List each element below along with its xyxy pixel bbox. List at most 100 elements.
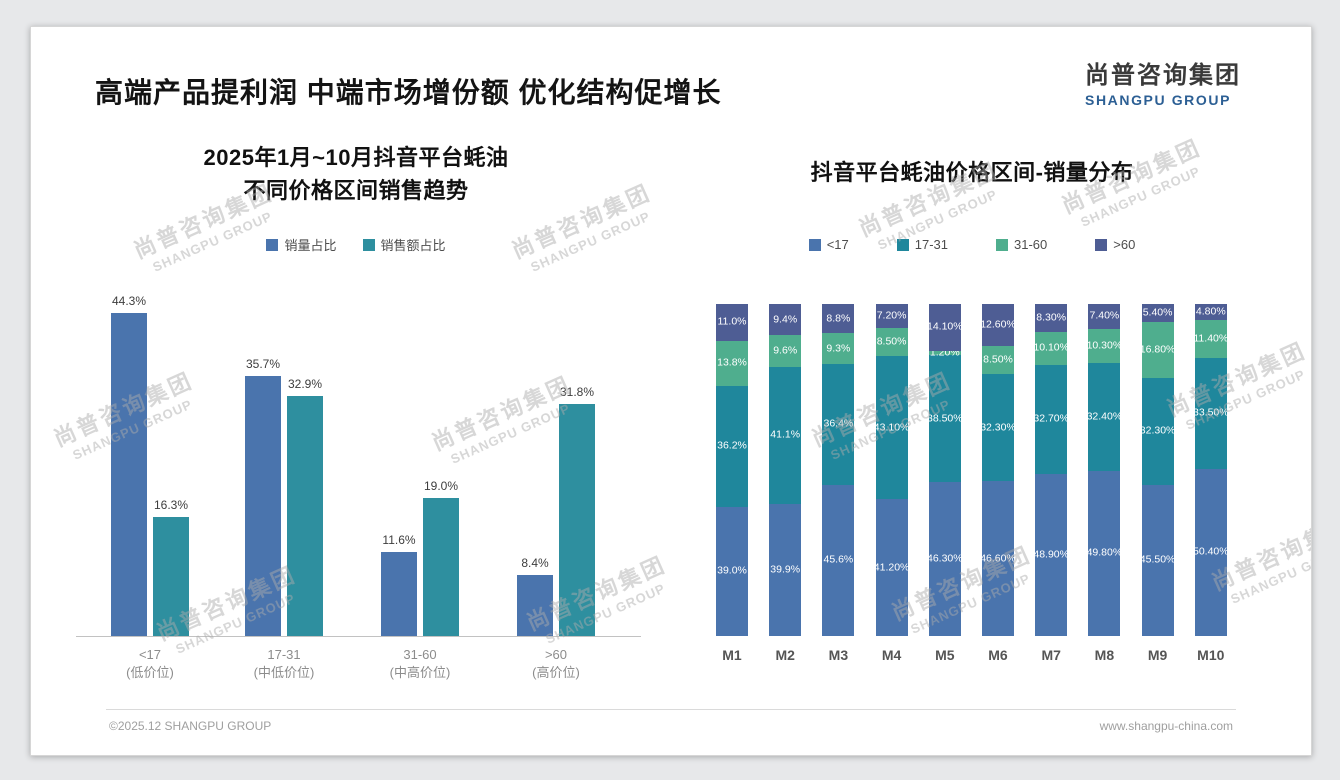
stack-segment-label: 16.80%	[1139, 343, 1176, 356]
stack-segment	[1194, 319, 1227, 358]
stack-segment-label: 9.3%	[826, 342, 851, 355]
x-axis-label-range: >60	[544, 647, 568, 662]
bar-volume-share	[381, 552, 417, 636]
x-axis-month-label: M3	[828, 647, 849, 663]
stack-segment-label: 1.20%	[929, 346, 960, 359]
stack-segment	[1141, 304, 1174, 322]
x-axis-month-label: M9	[1147, 647, 1168, 663]
stack-segment-label: 33.50%	[1192, 406, 1229, 419]
stack-segment	[769, 304, 802, 336]
legend-label: >60	[1113, 237, 1136, 252]
x-axis-month-label: M2	[775, 647, 795, 663]
x-axis-label: >60 (高价位)	[532, 646, 580, 682]
stack-segment-label: 36.4%	[823, 417, 854, 430]
stack-segment	[1035, 365, 1068, 474]
stack-segment-label: 39.9%	[770, 563, 801, 576]
stack-segment-label: 14.10%	[926, 320, 963, 333]
stack-segment	[1088, 362, 1121, 471]
stack-segment-label: 7.40%	[1089, 309, 1120, 322]
stack-segment	[716, 386, 748, 507]
x-axis-label-tier: (中低价位)	[253, 665, 315, 680]
stack-segment-label: 41.1%	[770, 428, 801, 441]
bar-value-label: 16.3%	[153, 498, 189, 512]
x-axis-label-tier: (中高价位)	[389, 665, 451, 680]
stack-segment	[1141, 484, 1174, 636]
legend-label: 销量占比	[284, 238, 337, 253]
bar-value-label: 44.3%	[111, 294, 147, 308]
bar-value-label: 19.0%	[423, 479, 459, 493]
stack-segment-label: 32.30%	[1139, 424, 1176, 437]
stack-segment	[982, 304, 1014, 346]
x-axis-label: 31-60 (中高价位)	[390, 646, 451, 682]
stack-segment	[928, 350, 961, 355]
bar-volume-share	[517, 575, 553, 636]
legend-swatch-icon	[266, 238, 279, 251]
stack-segment-label: 49.80%	[1086, 546, 1123, 559]
stack-segment-label: 10.30%	[1086, 339, 1123, 352]
stack-segment	[716, 304, 748, 341]
stack-segment-label: 8.50%	[876, 335, 907, 348]
stack-segment	[769, 503, 802, 636]
legend-swatch-icon	[896, 238, 909, 251]
stack-segment-label: 11.0%	[717, 315, 747, 328]
x-axis-month-label: M4	[881, 647, 902, 663]
legend-swatch-icon	[996, 238, 1008, 251]
stack-segment	[982, 374, 1014, 482]
chart-left-x-axis: <17 (低价位) 17-31 (中低价位) 31-60 (中高价位) >60 (高价位)	[71, 646, 631, 690]
stack-segment-label: 32.30%	[980, 421, 1016, 434]
footer-divider	[106, 709, 1236, 710]
chart-left-title-line2: 不同价格区间销售趋势	[243, 178, 469, 203]
stack-segment-label: 5.40%	[1142, 306, 1173, 319]
bar-value-label: 32.9%	[287, 377, 323, 391]
stack-segment	[928, 304, 961, 351]
stack-segment	[1088, 470, 1121, 636]
stack-segment-label: 50.40%	[1192, 545, 1229, 558]
chart-right-x-axis: M1 M2 M3 M4 M5 M6 M7 M8 M9 M10	[707, 647, 1237, 667]
legend-swatch-icon	[808, 238, 821, 251]
x-axis-label-range: 31-60	[403, 647, 437, 662]
chart-right-plot: 39.0% 36.2% 13.8% 11.0% 39.9% 41.1% 9.6% 9.4% 45…	[707, 304, 1237, 636]
x-axis-label-tier: (低价位)	[126, 665, 174, 680]
stack-segment-label: 48.90%	[1033, 548, 1069, 561]
chart-right-title: 抖音平台蚝油价格区间-销量分布	[810, 160, 1134, 185]
bar-value-label: 11.6%	[382, 533, 416, 547]
legend-swatch-icon	[1095, 238, 1108, 251]
stack-segment-label: 46.60%	[980, 552, 1016, 565]
legend-label: <17	[826, 237, 849, 252]
bar-value-label: 31.8%	[559, 385, 595, 399]
stack-segment-label: 45.6%	[823, 553, 854, 566]
stack-segment-label: 13.8%	[717, 356, 747, 369]
chart-left-plot: 44.3% 16.3% 35.7% 32.9% 11.6% 19.0% 8.4% 31.8%	[71, 294, 631, 636]
bar-revenue-share	[559, 404, 595, 636]
chart-left-title: 2025年1月~10月抖音平台蚝油 不同价格区间销售趋势	[116, 141, 596, 207]
stack-segment-label: 10.10%	[1033, 341, 1069, 354]
logo-en: SHANGPU GROUP	[1085, 92, 1232, 108]
stack-segment-label: 46.30%	[926, 552, 963, 565]
x-axis-label: <17 (低价位)	[126, 646, 174, 682]
stack-segment-label: 39.0%	[717, 564, 747, 577]
stack-segment-label: 8.30%	[1036, 311, 1067, 324]
stack-segment	[928, 482, 961, 636]
legend-item: 31-60	[996, 237, 1047, 252]
stack-segment-label: 12.60%	[980, 318, 1016, 331]
stack-segment	[982, 481, 1014, 636]
x-axis-label-range: <17	[138, 647, 162, 662]
bar-revenue-share	[287, 396, 323, 636]
x-axis-month-label: M10	[1197, 647, 1225, 663]
stack-segment	[1141, 321, 1174, 378]
bar-value-label: 35.7%	[245, 357, 281, 371]
stack-segment	[1035, 331, 1068, 366]
stack-segment-label: 41.20%	[873, 561, 910, 574]
bar-value-label: 8.4%	[521, 556, 549, 570]
chart-left-legend: 销量占比 销售额占比	[116, 235, 596, 254]
x-axis-label: 17-31 (中低价位)	[254, 646, 315, 682]
stack-segment	[822, 484, 855, 636]
stack-segment-label: 38.50%	[926, 412, 963, 425]
x-axis-month-label: M5	[935, 647, 955, 663]
stack-segment	[875, 327, 908, 357]
stack-segment	[875, 304, 908, 328]
page-title: 高端产品提利润 中端市场增份额 优化结构促增长	[95, 77, 722, 108]
stack-segment	[769, 367, 802, 504]
bar-volume-share	[245, 376, 281, 636]
stack-segment	[875, 356, 908, 500]
